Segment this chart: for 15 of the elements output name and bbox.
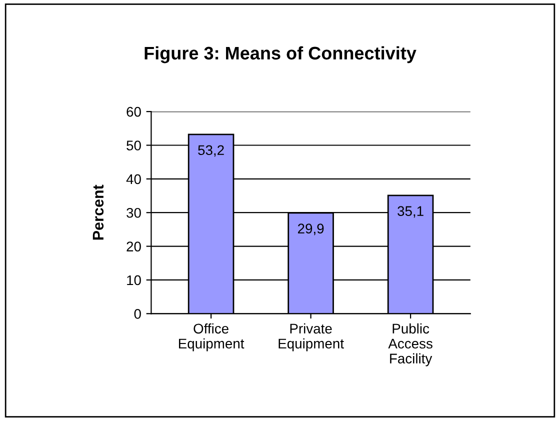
y-tick-label: 0 — [134, 308, 141, 319]
data-label: 29,9 — [298, 224, 324, 236]
y-axis-title: Percent — [92, 184, 104, 240]
y-tick-label: 10 — [127, 275, 141, 286]
y-tick-label: 50 — [126, 140, 141, 150]
data-label: 35,1 — [398, 206, 424, 218]
y-tick-label: 30 — [126, 208, 141, 218]
data-label: 53,2 — [198, 145, 224, 157]
x-tick-label: Private Equipment — [278, 323, 344, 352]
chart-title: Figure 3: Means of Connectivity — [144, 46, 416, 64]
y-tick-label: 60 — [126, 106, 141, 117]
y-tick-label: 20 — [126, 242, 141, 252]
x-tick-label: Office Equipment — [178, 323, 244, 352]
y-tick-label: 40 — [126, 174, 141, 184]
x-tick-label: Public Access Facility — [388, 323, 432, 366]
